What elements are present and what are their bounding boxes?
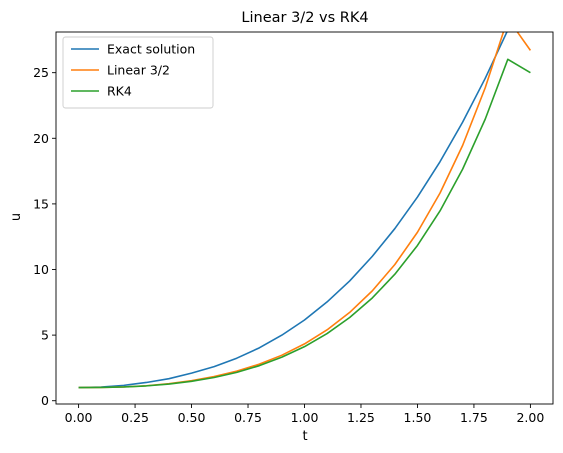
y-axis-label: u bbox=[9, 213, 24, 221]
x-tick-label: 1.25 bbox=[347, 410, 375, 425]
x-tick-label: 0.25 bbox=[121, 410, 149, 425]
y-tick-label: 20 bbox=[33, 131, 49, 146]
series-line-rk4 bbox=[78, 58, 531, 389]
y-tick-label: 15 bbox=[33, 196, 49, 211]
y-tick-label: 5 bbox=[41, 328, 49, 343]
x-tick-label: 0.50 bbox=[178, 410, 206, 425]
legend-label: RK4 bbox=[107, 84, 132, 99]
x-tick-label: 0.00 bbox=[65, 410, 93, 425]
x-axis-label: t bbox=[302, 429, 307, 444]
legend-label: Exact solution bbox=[107, 42, 195, 57]
x-tick-label: 2.00 bbox=[516, 410, 544, 425]
legend-label: Linear 3/2 bbox=[107, 63, 170, 78]
y-tick-label: 10 bbox=[33, 262, 49, 277]
y-tick-label: 0 bbox=[41, 393, 49, 408]
x-tick-label: 0.75 bbox=[234, 410, 262, 425]
x-tick-label: 1.00 bbox=[291, 410, 319, 425]
chart-title: Linear 3/2 vs RK4 bbox=[241, 10, 368, 26]
y-tick-label: 25 bbox=[33, 65, 49, 80]
plot-area: 0.00 0.25 0.50 0.75 1.00 1.25 1.50 1.75 2.00 0 5 10… bbox=[33, 31, 554, 425]
x-tick-label: 1.50 bbox=[404, 410, 432, 425]
series-line-exact-solution bbox=[78, 32, 508, 389]
x-tick-label: 1.75 bbox=[460, 410, 488, 425]
legend-box bbox=[62, 36, 214, 109]
